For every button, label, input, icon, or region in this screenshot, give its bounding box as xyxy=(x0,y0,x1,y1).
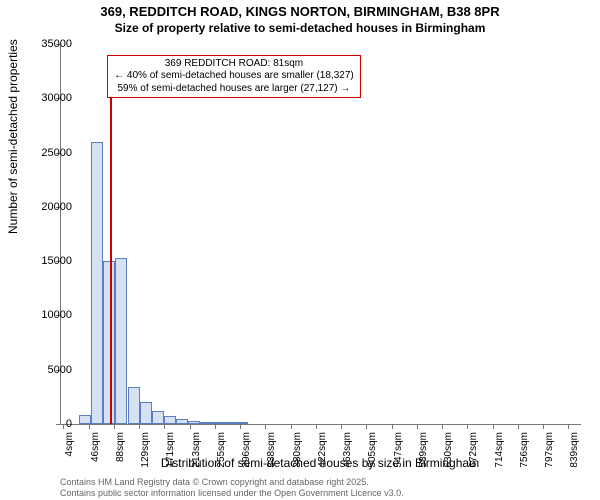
x-tick-label: 296sqm xyxy=(241,432,252,472)
x-tick xyxy=(265,424,266,429)
x-tick-label: 505sqm xyxy=(367,432,378,472)
y-tick-label: 5000 xyxy=(22,364,72,376)
histogram-bar xyxy=(200,422,212,424)
x-tick xyxy=(114,424,115,429)
x-tick xyxy=(518,424,519,429)
histogram-bar xyxy=(140,402,152,424)
histogram-bar xyxy=(224,422,236,424)
x-tick-label: 4sqm xyxy=(64,432,75,472)
histogram-bar xyxy=(91,142,103,424)
x-tick xyxy=(190,424,191,429)
x-tick xyxy=(568,424,569,429)
title-line2: Size of property relative to semi-detach… xyxy=(0,21,600,35)
x-tick-label: 338sqm xyxy=(266,432,277,472)
histogram-bar xyxy=(128,387,140,424)
x-tick-label: 129sqm xyxy=(140,432,151,472)
x-tick-label: 630sqm xyxy=(443,432,454,472)
callout-line2: ← 40% of semi-detached houses are smalle… xyxy=(114,70,354,83)
figure: 369, REDDITCH ROAD, KINGS NORTON, BIRMIN… xyxy=(0,0,600,500)
x-tick xyxy=(442,424,443,429)
x-tick-label: 672sqm xyxy=(468,432,479,472)
histogram-bar xyxy=(236,422,248,424)
callout-line3: 59% of semi-detached houses are larger (… xyxy=(114,83,354,96)
x-tick-label: 380sqm xyxy=(292,432,303,472)
histogram-bar xyxy=(212,422,224,424)
x-tick-label: 714sqm xyxy=(494,432,505,472)
y-tick-label: 15000 xyxy=(22,255,72,267)
x-tick-label: 171sqm xyxy=(165,432,176,472)
x-tick xyxy=(366,424,367,429)
x-tick xyxy=(89,424,90,429)
x-tick xyxy=(139,424,140,429)
x-tick xyxy=(240,424,241,429)
x-tick-label: 213sqm xyxy=(191,432,202,472)
x-tick-label: 46sqm xyxy=(90,432,101,472)
x-tick xyxy=(164,424,165,429)
x-tick-label: 422sqm xyxy=(317,432,328,472)
y-tick-label: 30000 xyxy=(22,92,72,104)
x-tick xyxy=(316,424,317,429)
x-tick xyxy=(493,424,494,429)
y-tick-label: 0 xyxy=(22,418,72,430)
footnote-line2: Contains public sector information licen… xyxy=(60,488,404,498)
x-tick-label: 839sqm xyxy=(569,432,580,472)
x-tick-label: 589sqm xyxy=(418,432,429,472)
footnote-line1: Contains HM Land Registry data © Crown c… xyxy=(60,477,404,487)
histogram-bar xyxy=(164,416,176,424)
histogram-bar xyxy=(176,419,188,424)
x-tick-label: 255sqm xyxy=(216,432,227,472)
chart-area xyxy=(60,44,580,424)
x-tick xyxy=(215,424,216,429)
y-tick-label: 20000 xyxy=(22,201,72,213)
subject-marker xyxy=(110,98,112,424)
x-tick xyxy=(417,424,418,429)
x-tick xyxy=(291,424,292,429)
histogram-bar xyxy=(152,411,164,424)
x-tick xyxy=(467,424,468,429)
histogram-bar xyxy=(115,258,127,424)
x-tick-label: 88sqm xyxy=(115,432,126,472)
y-axis-label: Number of semi-detached properties xyxy=(6,39,20,234)
x-tick-label: 547sqm xyxy=(393,432,404,472)
x-tick xyxy=(341,424,342,429)
callout-line1: 369 REDDITCH ROAD: 81sqm xyxy=(114,58,354,71)
x-tick xyxy=(543,424,544,429)
x-tick-label: 756sqm xyxy=(519,432,530,472)
title-line1: 369, REDDITCH ROAD, KINGS NORTON, BIRMIN… xyxy=(0,4,600,19)
x-tick xyxy=(392,424,393,429)
x-tick-label: 463sqm xyxy=(342,432,353,472)
callout: 369 REDDITCH ROAD: 81sqm← 40% of semi-de… xyxy=(107,55,361,99)
y-tick-label: 35000 xyxy=(22,38,72,50)
x-tick-label: 797sqm xyxy=(544,432,555,472)
y-tick-label: 25000 xyxy=(22,147,72,159)
histogram-bar xyxy=(79,415,91,424)
footnote: Contains HM Land Registry data © Crown c… xyxy=(60,477,404,498)
y-tick-label: 10000 xyxy=(22,309,72,321)
plot-area xyxy=(60,44,581,425)
